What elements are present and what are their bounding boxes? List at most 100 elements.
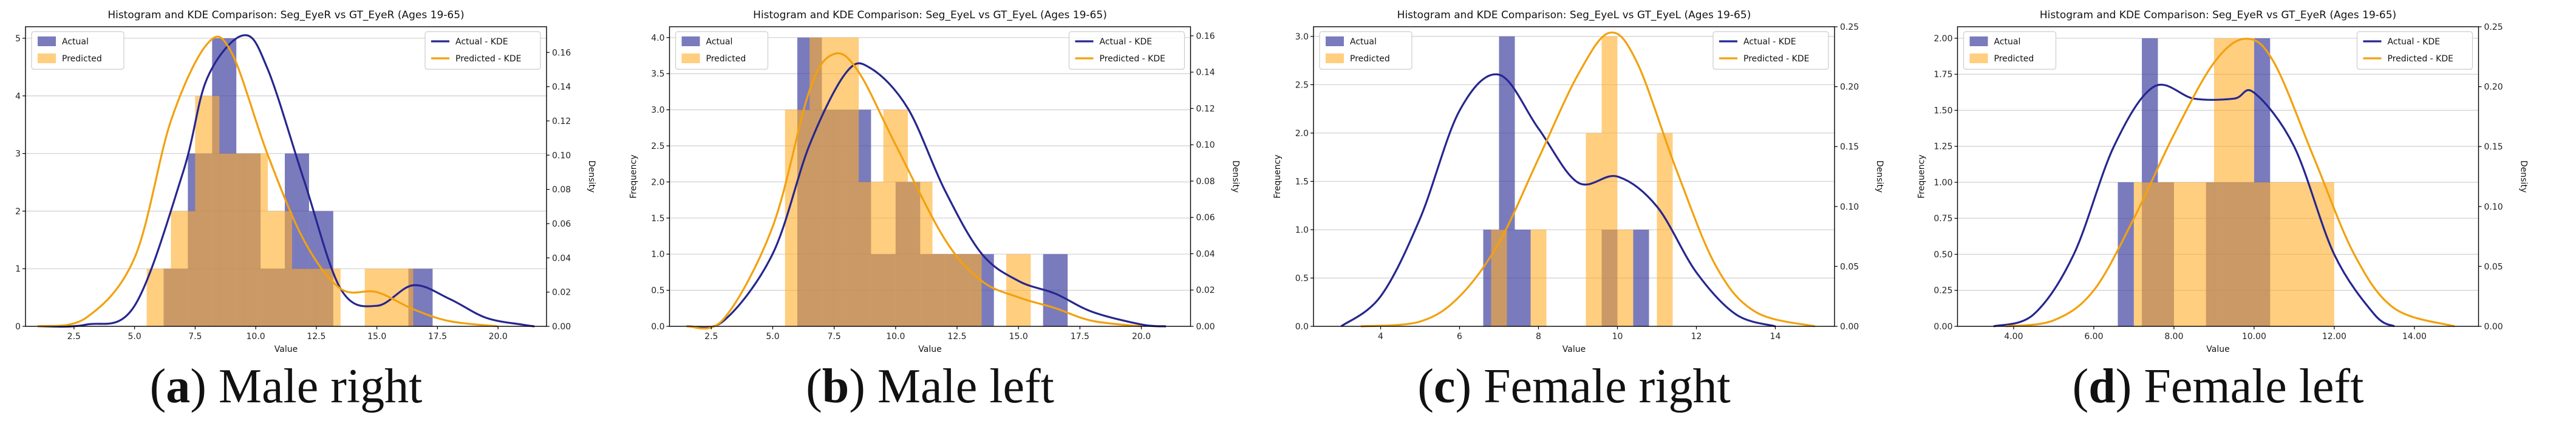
- y2-tick-label: 0.05: [1840, 262, 1859, 272]
- bar-actual: [1515, 229, 1531, 326]
- y2-tick-label: 0.00: [552, 322, 571, 332]
- bar-predicted: [2294, 182, 2334, 326]
- y-tick-label: 2.5: [651, 142, 664, 151]
- bar-predicted: [932, 254, 958, 326]
- y-tick-label: 3.0: [1295, 32, 1309, 42]
- y-tick-label: 2.0: [1295, 129, 1309, 139]
- bar-predicted: [244, 153, 268, 327]
- x-tick-label: 4: [1378, 332, 1383, 342]
- y-axis-label: Frequency: [1917, 154, 1927, 198]
- bar-predicted: [1530, 229, 1547, 326]
- legend-label-actual: Actual: [62, 37, 89, 47]
- y-tick-label: 0.5: [651, 286, 664, 296]
- x-tick-label: 7.5: [828, 332, 841, 342]
- legend-histogram: Actual Predicted: [1963, 31, 2057, 70]
- chart-title: Histogram and KDE Comparison: Seg_EyeL v…: [753, 9, 1107, 21]
- y2-tick-label: 0.08: [552, 185, 571, 195]
- kde-line-predicted: [37, 35, 499, 328]
- chart-panel-a: 0 1 2 3 4 5 0.00 0.02 0.04 0.06 0.08 0.10 0.12 0.14 0.…: [15, 9, 596, 413]
- x-axis-label: Value: [274, 345, 298, 354]
- caption-letter: d: [2088, 360, 2116, 413]
- legend-label-actual: Actual: [706, 37, 733, 47]
- histogram-predicted: [146, 95, 414, 327]
- figure-caption: (b) Male left: [806, 360, 1054, 413]
- y-tick-label: 1.00: [1934, 178, 1952, 188]
- legend-label-predicted-kde: Predicted - KDE: [1743, 54, 1809, 64]
- y2-tick-label: 0.12: [552, 117, 571, 126]
- y2-tick-label: 0.02: [552, 288, 571, 298]
- histogram-predicted: [1491, 36, 1673, 326]
- x-axis-label: Value: [1562, 345, 1586, 354]
- bar-predicted: [834, 37, 859, 327]
- legend-histogram: Actual Predicted: [31, 31, 124, 70]
- legend-swatch-predicted: [38, 53, 56, 63]
- legend-kde: Actual - KDE Predicted - KDE: [2356, 31, 2473, 70]
- bar-predicted: [2254, 182, 2294, 326]
- y-tick-label: 0.75: [1934, 214, 1952, 224]
- y2-tick-label: 0.20: [1840, 83, 1859, 92]
- x-tick-label: 5.0: [128, 332, 141, 342]
- y2-tick-label: 0.10: [2484, 202, 2503, 212]
- bar-predicted: [1617, 229, 1634, 326]
- y2-tick-label: 0.00: [2484, 322, 2503, 332]
- bar-predicted: [785, 109, 810, 327]
- x-tick-label: 10: [1612, 332, 1623, 342]
- caption-paren-open: (: [2073, 360, 2089, 413]
- bar-predicted: [1491, 229, 1507, 326]
- y-tick-label: 1.25: [1934, 142, 1952, 152]
- x-axis-label: Value: [918, 345, 941, 354]
- y-tick-label: 1.50: [1934, 106, 1952, 115]
- y-tick-label: 2: [15, 207, 21, 216]
- caption-letter: b: [822, 360, 850, 413]
- legend-swatch-predicted: [681, 53, 700, 63]
- y-tick-label: 2.00: [1934, 34, 1952, 44]
- bar-actual: [2118, 182, 2134, 326]
- y2-axis-label: Density: [2519, 160, 2529, 193]
- caption-text: Female right: [1471, 360, 1731, 413]
- legend-label-predicted-kde: Predicted - KDE: [455, 54, 521, 64]
- bar-predicted: [291, 269, 316, 326]
- bar-predicted: [809, 37, 834, 327]
- figure-caption: (a) Male right: [150, 360, 423, 413]
- caption-letter: c: [1434, 360, 1456, 413]
- bar-predicted: [1586, 132, 1602, 326]
- figure-caption: (c) Female right: [1417, 360, 1730, 413]
- y2-tick-label: 0.06: [1196, 213, 1215, 223]
- y2-axis-label: Density: [587, 160, 596, 193]
- y2-tick-label: 0.14: [552, 83, 571, 92]
- bar-predicted: [219, 153, 244, 327]
- y2-tick-label: 0.20: [2484, 83, 2503, 92]
- kde-line-actual: [1340, 73, 1776, 328]
- y2-tick-label: 0.10: [1840, 202, 1859, 212]
- legend-label-predicted: Predicted: [1350, 54, 1390, 64]
- y2-tick-label: 0.10: [552, 151, 571, 160]
- y2-tick-label: 0.02: [1196, 286, 1215, 295]
- x-tick-label: 20.0: [489, 332, 508, 342]
- caption-text: Male right: [206, 360, 422, 413]
- kde-line-actual: [686, 62, 1167, 329]
- y-tick-label: 0.0: [651, 322, 664, 332]
- y-tick-label: 0.00: [1934, 322, 1952, 332]
- y-tick-label: 4.0: [651, 33, 664, 43]
- x-tick-label: 8: [1536, 332, 1541, 342]
- caption-paren-open: (: [150, 360, 166, 413]
- legend-swatch-predicted: [1969, 53, 1988, 63]
- y2-axis-label: Density: [1875, 160, 1884, 193]
- x-tick-label: 14: [1770, 332, 1781, 342]
- kde-line-predicted: [2005, 38, 2455, 328]
- legend-swatch-actual: [1969, 36, 1988, 46]
- legend-box: [2356, 31, 2473, 70]
- y-axis-label: Frequency: [1273, 154, 1283, 198]
- legend-box: [1068, 31, 1185, 70]
- x-axis-label: Value: [2206, 345, 2229, 354]
- bar-predicted: [2213, 38, 2254, 326]
- kde-line-predicted: [686, 52, 1142, 330]
- plot-frame: [669, 26, 1191, 327]
- bar-predicted: [1657, 132, 1673, 326]
- y-tick-label: 1.0: [1295, 225, 1309, 235]
- y-tick-label: 0.0: [1295, 322, 1309, 332]
- x-tick-label: 6: [1457, 332, 1462, 342]
- caption-paren-open: (: [1417, 360, 1434, 413]
- y-tick-label: 1: [15, 264, 21, 274]
- x-tick-label: 6.00: [2084, 332, 2103, 342]
